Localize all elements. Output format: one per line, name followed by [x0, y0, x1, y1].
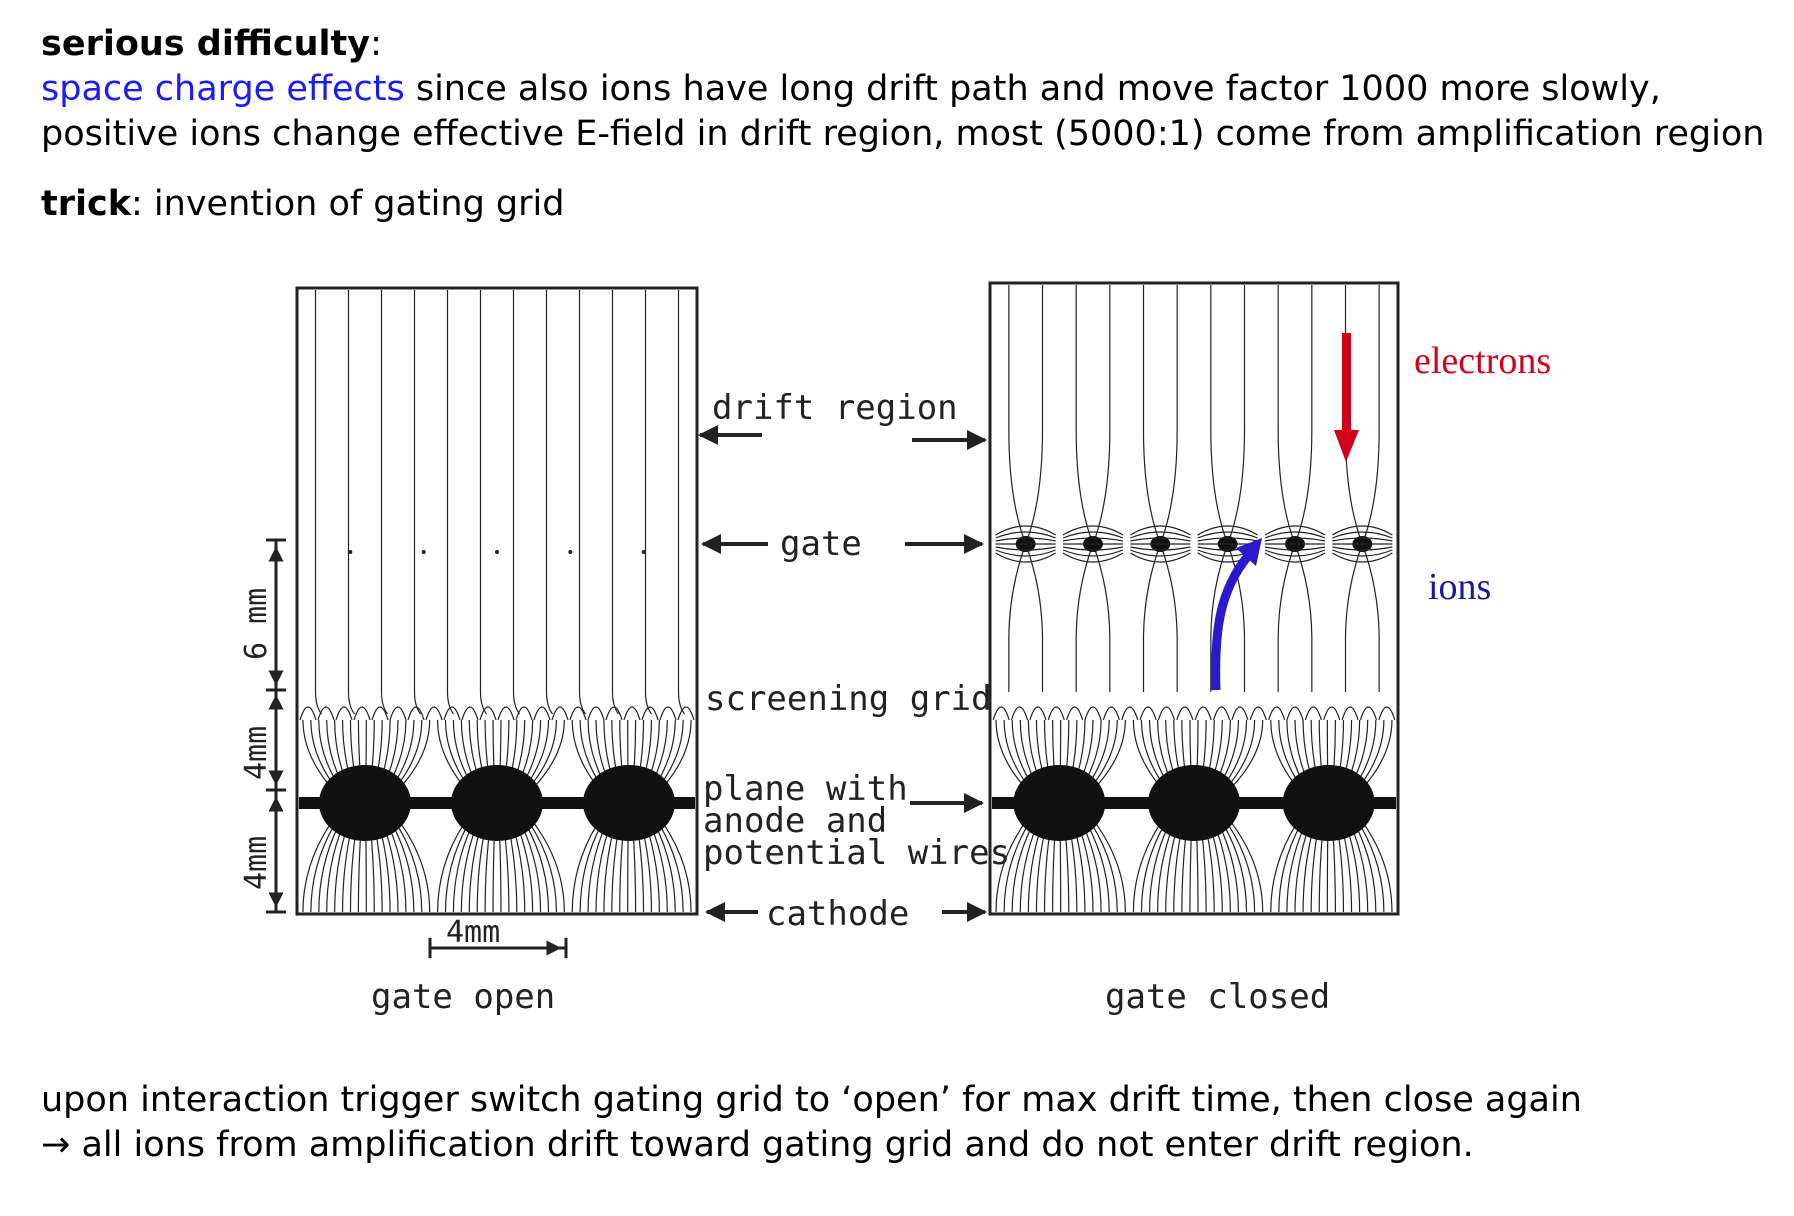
screening-grid-label: screening grid: [705, 679, 992, 719]
trick-rest: : invention of gating grid: [131, 184, 565, 224]
space-charge-line: space charge effects since also ions hav…: [41, 67, 1661, 112]
space-charge-rest: since also ions have long drift path and…: [404, 69, 1661, 109]
trick-line: trick: invention of gating grid: [41, 182, 564, 227]
horizontal-dimension: [428, 938, 568, 958]
plane-label-line2: anode and: [703, 801, 887, 841]
caption-gate-closed: gate closed: [1105, 977, 1330, 1017]
electrons-arrow: [1334, 333, 1359, 462]
middle-arrows: [698, 425, 987, 922]
space-charge-term: space charge effects: [41, 69, 405, 109]
footer-arrow: →: [41, 1125, 71, 1165]
plane-label-line3: potential wires: [703, 833, 1010, 873]
caption-gate-open: gate open: [371, 977, 555, 1017]
difficulty-colon: :: [370, 24, 382, 64]
dim-4mm-upper-label: 4mm: [239, 726, 274, 780]
dim-4mm-lower-label: 4mm: [239, 836, 274, 890]
dim-4mm-horizontal-label: 4mm: [446, 915, 500, 950]
footer-line2: → all ions from amplification drift towa…: [41, 1123, 1474, 1168]
electrons-label: electrons: [1414, 340, 1551, 382]
difficulty-label: serious difficulty: [41, 24, 371, 64]
dim-6mm-label: 6 mm: [239, 588, 274, 660]
ions-arrow: [1211, 538, 1262, 691]
ions-label: ions: [1428, 566, 1491, 608]
gate-closed-panel: [988, 281, 1400, 916]
dimension-bar: [266, 538, 286, 914]
gate-label: gate: [780, 524, 862, 564]
difficulty-line: serious difficulty:: [41, 22, 382, 67]
positive-ions-line: positive ions change effective E-field i…: [41, 114, 1765, 154]
trick-label: trick: [41, 184, 132, 224]
footer-line2-text: all ions from amplification drift toward…: [70, 1125, 1474, 1165]
plane-label-line1: plane with: [703, 769, 908, 809]
drift-region-label: drift region: [712, 388, 958, 428]
footer-line1: upon interaction trigger switch gating g…: [41, 1080, 1582, 1120]
gate-open-panel: [295, 286, 699, 916]
cathode-label: cathode: [766, 894, 909, 934]
